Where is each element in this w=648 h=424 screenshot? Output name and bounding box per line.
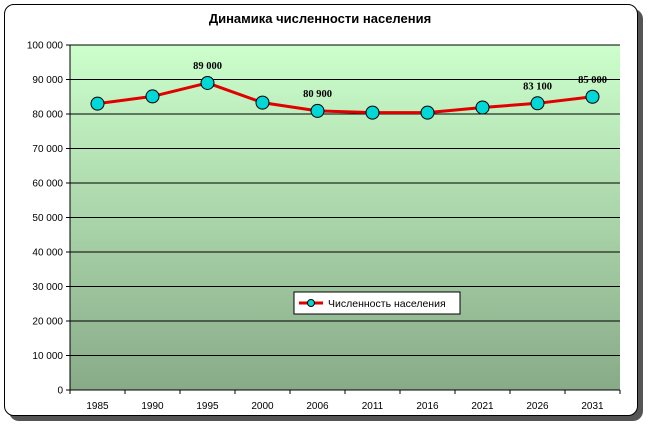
y-tick-label: 70 000 [32,144,63,155]
data-label: 89 000 [193,61,222,72]
y-tick-label: 40 000 [32,248,63,259]
x-tick-label: 2026 [526,401,549,412]
chart-title: Динамика численности населения [208,11,432,26]
data-point [90,96,105,111]
x-tick-label: 1995 [196,401,219,412]
x-tick-label: 1985 [86,401,109,412]
data-point [255,95,270,110]
y-tick-label: 10 000 [32,351,63,362]
y-tick-label: 80 000 [32,110,63,121]
y-tick-label: 0 [57,386,63,397]
data-point [310,103,325,118]
y-tick-label: 100 000 [27,41,64,52]
x-tick-label: 2000 [251,401,274,412]
data-point [585,89,600,104]
data-label: 80 900 [303,89,332,100]
legend: Численность населения [293,291,461,315]
x-tick-label: 2016 [416,401,439,412]
data-point [420,105,435,120]
x-tick-label: 2031 [581,401,604,412]
data-point [530,96,545,111]
series-line [97,81,593,115]
data-point [200,75,215,90]
y-tick-label: 30 000 [32,282,63,293]
x-tick-label: 2021 [471,401,494,412]
data-point [475,100,490,115]
x-tick-label: 2011 [362,401,384,412]
series-group [90,75,600,120]
data-labels: 89 000 80 900 83 100 85 000 [193,61,607,100]
data-label: 85 000 [578,75,607,86]
gridlines [70,44,620,356]
y-tick-label: 20 000 [32,317,63,328]
y-tick-label: 60 000 [32,179,63,190]
x-axis-tick-labels: 1985 1990 1995 2000 2006 2011 2016 2021 2026 2031 [86,401,604,412]
y-axis-tick-labels: 0 10 000 20 000 30 000 40 000 50 000 60 000 70 … [27,41,64,397]
legend-label: Численность населения [328,298,446,310]
x-tick-label: 2006 [306,401,329,412]
y-tick-label: 50 000 [32,213,63,224]
x-tick-label: 1990 [141,401,164,412]
legend-box [293,291,461,315]
y-tick-label: 90 000 [32,75,63,86]
data-point [365,105,380,120]
axes [66,44,621,394]
data-label: 83 100 [523,81,552,92]
data-point [145,89,160,104]
legend-marker-swatch [307,299,315,307]
